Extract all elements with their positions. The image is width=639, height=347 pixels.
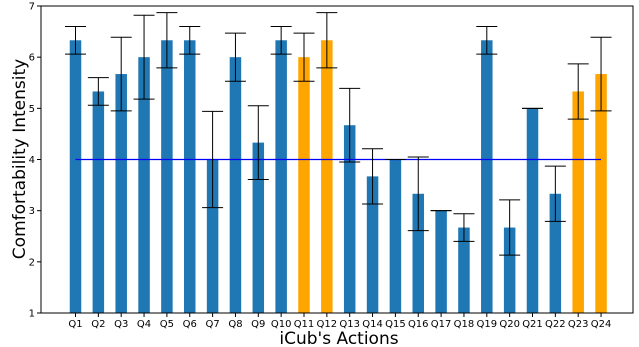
- bar-q14: [366, 176, 379, 313]
- x-tick-label-q3: Q3: [114, 319, 128, 330]
- error-bar-q22: [544, 165, 566, 222]
- x-tick-label-q5: Q5: [160, 319, 174, 330]
- bar-q1: [69, 40, 82, 313]
- x-tick-label-q8: Q8: [228, 319, 242, 330]
- bar-q12: [321, 40, 333, 313]
- error-bar-q20: [499, 199, 521, 256]
- error-bar-q3: [110, 36, 132, 112]
- x-tick-label-q15: Q15: [385, 319, 406, 330]
- bar-q21: [526, 108, 539, 313]
- x-tick-label-q11: Q11: [294, 319, 315, 330]
- bar-q15: [389, 159, 402, 313]
- bar-q3: [115, 74, 127, 313]
- bars-layer: [69, 40, 607, 313]
- bar-q2: [92, 91, 105, 313]
- x-tick-label-q23: Q23: [568, 319, 589, 330]
- bar-q6: [184, 40, 196, 313]
- error-bar-q10: [270, 25, 292, 55]
- x-tick-label-q19: Q19: [476, 319, 497, 330]
- x-tick-label-q7: Q7: [205, 319, 219, 330]
- error-bar-q4: [133, 14, 155, 100]
- x-axis-title: iCub's Actions: [279, 329, 398, 347]
- y-tick-label-2: 2: [29, 257, 35, 268]
- bar-q18: [458, 227, 470, 313]
- error-bar-q14: [362, 148, 384, 205]
- error-bar-q6: [179, 25, 201, 55]
- bar-q11: [298, 57, 310, 313]
- error-bar-q18: [453, 213, 475, 242]
- error-bar-q16: [407, 156, 429, 232]
- x-tick-label-q20: Q20: [499, 319, 520, 330]
- error-bar-q19: [476, 25, 498, 55]
- error-bar-q2: [87, 77, 109, 106]
- axes-layer: 1 2 3 4 5 6 7 Q1 Q2 Q3 Q4 Q5 Q6 Q7 Q8 Q9 Q10 Q11 Q12 Q13 Q14…: [29, 2, 634, 330]
- x-tick-label-q4: Q4: [137, 319, 151, 330]
- x-tick-label-q16: Q16: [408, 319, 429, 330]
- bar-q5: [161, 40, 173, 313]
- x-tick-label-q6: Q6: [183, 319, 197, 330]
- bar-q7: [206, 159, 219, 313]
- bar-q24: [595, 74, 607, 313]
- y-tick-label-4: 4: [29, 155, 35, 166]
- x-tick-label-q10: Q10: [271, 319, 292, 330]
- error-bar-q23: [567, 63, 589, 120]
- bar-q20: [503, 227, 516, 313]
- x-tick-label-q21: Q21: [522, 319, 543, 330]
- x-tick-label-q12: Q12: [317, 319, 338, 330]
- error-bar-q13: [339, 87, 361, 163]
- error-bars-layer: [65, 12, 612, 256]
- error-bar-q11: [293, 32, 315, 82]
- bar-q16: [412, 193, 424, 313]
- error-bar-q12: [316, 12, 338, 69]
- error-bar-q24: [590, 36, 612, 112]
- x-tick-label-q22: Q22: [545, 319, 566, 330]
- bar-q8: [229, 57, 242, 313]
- x-tick-label-q9: Q9: [251, 319, 265, 330]
- x-tick-label-q2: Q2: [91, 319, 105, 330]
- x-tick-label-q17: Q17: [431, 319, 452, 330]
- x-tick-label-q14: Q14: [362, 319, 383, 330]
- y-tick-label-1: 1: [29, 309, 35, 320]
- x-tick-label-q18: Q18: [454, 319, 475, 330]
- bar-q23: [572, 91, 584, 313]
- error-bar-q9: [247, 105, 269, 180]
- bar-q19: [481, 40, 493, 313]
- error-bar-q8: [224, 32, 246, 82]
- x-tick-label-q1: Q1: [68, 319, 82, 330]
- x-tick-label-q24: Q24: [591, 319, 612, 330]
- error-bar-q7: [202, 110, 224, 209]
- y-axis-title: Comfortability Intensity: [10, 59, 30, 259]
- bar-q17: [435, 210, 447, 313]
- y-tick-label-7: 7: [29, 2, 35, 13]
- y-tick-label-5: 5: [29, 104, 35, 115]
- y-tick-label-3: 3: [29, 206, 35, 217]
- y-tick-label-6: 6: [29, 53, 35, 64]
- bar-q4: [138, 57, 150, 313]
- error-bar-q1: [65, 25, 86, 55]
- bar-q22: [549, 193, 562, 313]
- bar-q10: [275, 40, 287, 313]
- error-bar-q5: [156, 12, 178, 69]
- bar-q9: [252, 142, 265, 313]
- bar-q13: [343, 125, 356, 313]
- x-tick-label-q13: Q13: [339, 319, 360, 330]
